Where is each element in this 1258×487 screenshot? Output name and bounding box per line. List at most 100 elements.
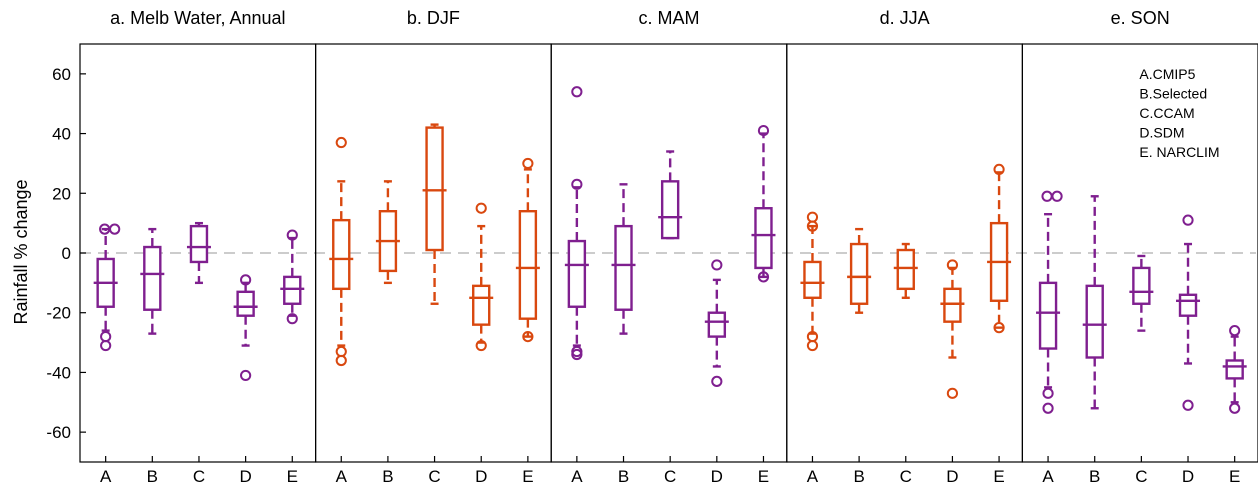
iqr-box	[754, 207, 773, 270]
box-purple-D	[704, 259, 729, 387]
box-purple-A	[564, 86, 589, 361]
iqr-box	[1225, 359, 1244, 380]
outlier-point	[1051, 190, 1063, 202]
box-purple-C	[658, 150, 683, 240]
panels: -60 -40 -20 0 20 40 60 a. Melb Water, Annual A B C…	[46, 8, 1258, 486]
box-purple-E	[280, 229, 305, 325]
outlier-point	[571, 178, 583, 190]
outlier-point	[711, 259, 723, 271]
outlier-point	[100, 339, 112, 352]
box-orange-D	[940, 259, 965, 399]
outlier-point	[1229, 325, 1241, 337]
iqr-box	[707, 311, 727, 338]
box-orange-E	[515, 157, 540, 343]
x-tick-label: C	[1135, 467, 1147, 486]
panel-title: b. DJF	[407, 8, 460, 28]
outlier-point	[1182, 399, 1194, 411]
box-purple-B	[611, 183, 636, 335]
y-tick-label: -60	[46, 423, 71, 442]
box-purple-E	[1222, 325, 1247, 414]
outlier-point	[335, 136, 347, 149]
x-tick-label: B	[1089, 467, 1100, 486]
outlier-point	[806, 339, 819, 352]
x-tick-label: E	[993, 467, 1004, 486]
outlier-point	[475, 339, 487, 352]
y-tick-label: 40	[52, 125, 71, 144]
outlier-point	[993, 163, 1005, 175]
outlier-point	[757, 124, 770, 137]
iqr-box	[803, 260, 822, 299]
outlier-point	[946, 387, 959, 399]
box-purple-B	[140, 227, 165, 335]
x-tick-label: D	[475, 467, 487, 486]
y-tick-label: -40	[46, 363, 71, 382]
iqr-box	[1178, 293, 1198, 317]
box-purple-A	[93, 223, 121, 352]
y-tick-label: 60	[52, 65, 71, 84]
outlier-point	[1042, 387, 1054, 399]
iqr-box	[849, 242, 869, 305]
outlier-point	[522, 331, 534, 343]
outlier-point	[806, 211, 819, 223]
iqr-box	[614, 224, 633, 311]
outlier-point	[240, 369, 252, 382]
panel-frame	[1021, 43, 1258, 463]
x-tick-label: D	[1182, 467, 1194, 486]
box-orange-B	[375, 180, 400, 285]
outlier-point	[571, 86, 583, 98]
box-purple-B	[1082, 195, 1107, 410]
x-tick-label: A	[336, 467, 348, 486]
outlier-point	[335, 345, 347, 358]
box-purple-A	[1036, 190, 1063, 414]
iqr-box	[896, 248, 915, 291]
x-tick-label: D	[239, 467, 251, 486]
iqr-box	[1132, 266, 1151, 305]
iqr-box	[189, 224, 209, 264]
x-tick-label: B	[853, 467, 864, 486]
x-tick-label: E	[522, 467, 533, 486]
y-axis-label: Rainfall % change	[11, 179, 31, 324]
outlier-point	[522, 157, 534, 170]
box-purple-D	[1176, 214, 1201, 411]
x-tick-label: C	[428, 467, 440, 486]
box-orange-A	[800, 211, 825, 352]
x-tick-label: A	[807, 467, 819, 486]
outlier-point	[286, 229, 298, 241]
x-tick-label: E	[1229, 467, 1240, 486]
x-tick-label: C	[900, 467, 912, 486]
box-purple-C	[186, 221, 211, 285]
panel-title: d. JJA	[880, 8, 930, 28]
panel-title: c. MAM	[639, 8, 700, 28]
outlier-point	[100, 331, 112, 343]
box-orange-C	[893, 242, 918, 299]
box-purple-D	[233, 274, 258, 382]
panel-title: e. SON	[1111, 8, 1170, 28]
x-tick-label: A	[571, 467, 583, 486]
outlier-point	[711, 375, 723, 387]
outlier-point	[286, 313, 298, 325]
box-orange-A	[329, 136, 354, 367]
outlier-point	[993, 322, 1005, 334]
x-tick-label: D	[711, 467, 723, 486]
x-tick-label: B	[382, 467, 393, 486]
box-orange-D	[469, 202, 494, 352]
outlier-point	[109, 223, 121, 235]
x-tick-label: B	[147, 467, 158, 486]
iqr-box	[567, 239, 587, 308]
legend-entry: D.SDM	[1139, 125, 1184, 141]
outlier-point	[946, 259, 959, 271]
iqr-box	[425, 126, 444, 252]
box-purple-C	[1129, 254, 1154, 332]
y-tick-label: 20	[52, 184, 71, 203]
box-orange-C	[422, 123, 447, 305]
x-tick-label: C	[664, 467, 676, 486]
box-orange-E	[987, 163, 1012, 334]
outlier-point	[1182, 214, 1194, 226]
x-tick-label: A	[1042, 467, 1054, 486]
box-purple-E	[751, 124, 776, 283]
legend-entry: B.Selected	[1139, 86, 1207, 102]
y-tick-label: -20	[46, 304, 71, 323]
x-tick-label: A	[100, 467, 112, 486]
legend-entry: E. NARCLIM	[1139, 144, 1219, 160]
